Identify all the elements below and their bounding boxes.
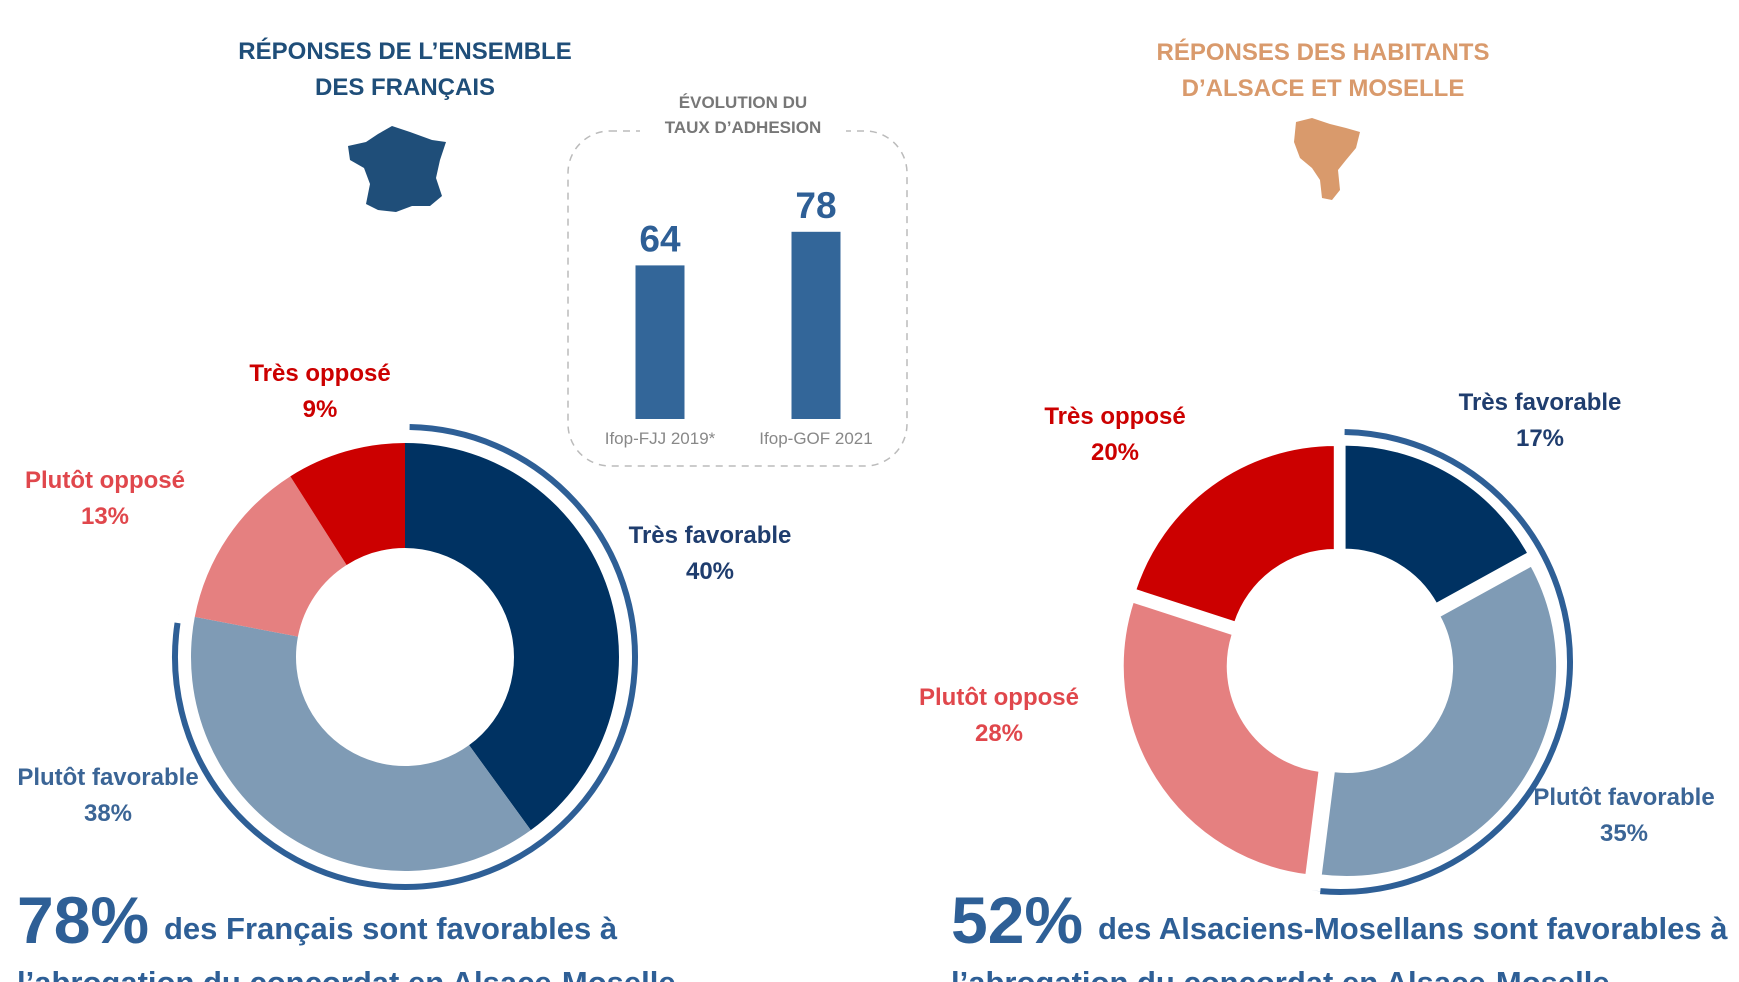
favourable-arc — [172, 424, 638, 890]
donut-slice — [1132, 443, 1337, 625]
highlight-text: l’abrogation du concordat en Alsace-Mose… — [17, 965, 676, 982]
slice-value-label: 28% — [975, 720, 1023, 747]
bar-category-label: Ifop-GOF 2021 — [759, 429, 872, 448]
bar-value-label: 64 — [639, 218, 681, 259]
bar — [791, 231, 841, 419]
slice-value-label: 35% — [1600, 820, 1648, 847]
alsace-icon — [1294, 118, 1360, 200]
panel-title: ÉVOLUTION DU — [679, 93, 807, 112]
slice-label: Plutôt favorable — [1533, 784, 1714, 811]
highlight-figure: 52% — [951, 883, 1083, 957]
slice-label: Plutôt opposé — [25, 467, 185, 494]
donut-slice — [1342, 442, 1532, 607]
slice-value-label: 17% — [1516, 425, 1564, 452]
slice-value-label: 38% — [84, 800, 132, 827]
donut-slice — [191, 616, 531, 872]
donut-slice — [405, 443, 620, 831]
bar-value-label: 78 — [795, 185, 836, 226]
slice-value-label: 9% — [303, 396, 338, 423]
highlight-text: des Français sont favorables à — [164, 911, 618, 946]
donut-slice — [194, 476, 347, 637]
slice-value-label: 40% — [686, 558, 734, 585]
slice-value-label: 13% — [81, 503, 129, 530]
panel-title-bg — [640, 88, 846, 140]
chart-title: D’ALSACE ET MOSELLE — [1182, 75, 1465, 102]
slice-label: Très opposé — [249, 360, 390, 387]
bar-category-label: Ifop-FJJ 2019* — [605, 429, 716, 448]
chart-title: RÉPONSES DE L’ENSEMBLE — [238, 37, 571, 65]
bar — [635, 265, 685, 419]
favourable-arc — [1320, 429, 1573, 895]
slice-label: Très favorable — [629, 522, 792, 549]
slice-label: Très opposé — [1044, 403, 1185, 430]
donut-slice — [290, 443, 405, 565]
chart-title: DES FRANÇAIS — [315, 74, 495, 101]
donut-slice — [1318, 562, 1560, 879]
panel-title: TAUX D’ADHESION — [665, 118, 821, 137]
panel-frame — [567, 130, 908, 467]
arc-arrowhead — [173, 613, 180, 642]
highlight-text: l’abrogation du concordat en Alsace-Mose… — [951, 965, 1610, 982]
highlight-figure: 78% — [17, 883, 149, 957]
donut-slice — [1120, 599, 1322, 878]
chart-title: RÉPONSES DES HABITANTS — [1157, 38, 1490, 66]
arc-arrowhead — [1311, 890, 1339, 894]
france-icon — [348, 126, 446, 212]
highlight-text: des Alsaciens-Mosellans sont favorables … — [1098, 911, 1728, 946]
slice-label: Très favorable — [1459, 389, 1622, 416]
slice-label: Plutôt opposé — [919, 684, 1079, 711]
slice-label: Plutôt favorable — [17, 764, 198, 791]
slice-value-label: 20% — [1091, 439, 1139, 466]
